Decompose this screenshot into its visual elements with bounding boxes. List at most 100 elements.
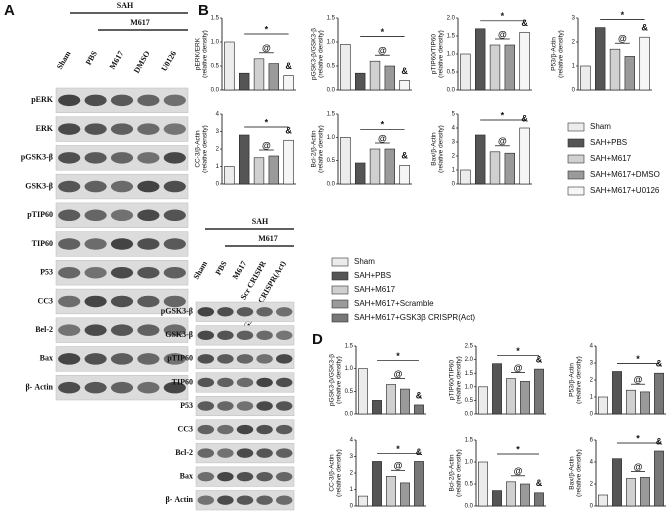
- y-tick-label: 0.5: [327, 158, 336, 164]
- bar: [520, 483, 530, 507]
- significance-mark: *: [381, 27, 385, 37]
- blot-band: [197, 471, 215, 482]
- blot-band: [163, 209, 186, 222]
- y-axis-label: Bcl-2/β-Actin: [449, 454, 456, 491]
- blot-band: [256, 471, 273, 482]
- bar: [384, 65, 395, 91]
- blot-band: [163, 266, 186, 279]
- blot-band: [217, 307, 234, 317]
- blot-band: [217, 495, 234, 505]
- blot-band: [236, 448, 254, 458]
- blot-band: [137, 123, 160, 135]
- bar: [340, 137, 351, 185]
- blot-band: [110, 152, 134, 164]
- y-tick-label: 0.5: [327, 64, 336, 70]
- blot-band: [137, 353, 160, 365]
- bar: [654, 372, 664, 415]
- significance-mark: @: [498, 29, 507, 39]
- panel-label: B: [198, 2, 209, 19]
- blot-band: [275, 448, 293, 458]
- significance-mark: *: [265, 24, 269, 34]
- row-label: TIP60: [32, 239, 53, 248]
- bar: [358, 368, 368, 415]
- blot-band: [217, 330, 234, 341]
- blot-band: [275, 307, 293, 317]
- bar: [399, 165, 410, 185]
- significance-mark: @: [394, 461, 403, 471]
- y-tick-label: 1: [452, 168, 456, 174]
- legend-label: SAH+M617+DMSO: [590, 170, 660, 179]
- bar: [506, 378, 516, 415]
- blot-band: [236, 377, 254, 388]
- y-axis-note: (relative density): [576, 449, 583, 497]
- y-axis-note: (relative density): [318, 30, 325, 78]
- blot-band: [163, 123, 186, 135]
- bar: [489, 151, 501, 185]
- row-label: pTIP60: [27, 210, 53, 219]
- bar: [239, 134, 250, 185]
- y-tick-label: 0: [590, 412, 594, 418]
- y-tick-label: 1: [350, 487, 354, 493]
- bar: [340, 44, 351, 91]
- blot-band: [84, 381, 107, 394]
- y-tick-label: 1.0: [465, 384, 474, 390]
- y-tick-label: 2: [350, 471, 354, 477]
- significance-mark: &: [536, 354, 543, 364]
- significance-mark: *: [636, 433, 640, 443]
- legend-label: Sham: [354, 257, 375, 266]
- significance-mark: @: [394, 369, 403, 379]
- blot-band: [110, 238, 134, 250]
- legend-swatch: [331, 285, 349, 295]
- bar: [506, 481, 516, 507]
- y-tick-label: 1.0: [345, 366, 354, 372]
- row-label: Bax: [40, 354, 53, 363]
- blot-band: [217, 401, 234, 411]
- bar: [239, 72, 250, 91]
- y-axis-note: (relative density): [318, 125, 325, 173]
- row-label: β- Actin: [25, 382, 53, 391]
- blot-band: [137, 94, 160, 107]
- significance-mark: &: [285, 126, 292, 136]
- y-tick-label: 4: [590, 460, 594, 466]
- blot-band: [163, 295, 186, 308]
- bar: [268, 155, 279, 185]
- blot-band: [197, 424, 215, 435]
- significance-mark: *: [396, 351, 400, 361]
- significance-mark: @: [378, 46, 387, 56]
- blot-band: [236, 401, 254, 411]
- blot-band: [163, 353, 186, 365]
- significance-mark: @: [514, 466, 523, 476]
- legend-label: SAH+PBS: [590, 138, 627, 147]
- y-tick-label: 1.5: [327, 112, 336, 118]
- y-tick-label: 0.5: [447, 70, 456, 76]
- y-axis-note: (relative density): [576, 356, 583, 404]
- blot-band: [110, 123, 134, 135]
- blot-band: [110, 94, 134, 107]
- significance-mark: @: [498, 136, 507, 146]
- y-tick-label: 0: [572, 88, 576, 94]
- blot-band: [137, 238, 160, 250]
- y-axis-note: (relative density): [456, 356, 463, 404]
- bar: [283, 75, 294, 91]
- legend-swatch: [567, 154, 585, 164]
- bar: [372, 400, 382, 415]
- bar: [355, 162, 366, 185]
- bar: [612, 371, 622, 415]
- row-label: TIP60: [172, 377, 193, 386]
- y-tick-label: 1.5: [327, 16, 336, 22]
- row-label: ERK: [36, 124, 54, 133]
- y-tick-label: 1.0: [327, 135, 336, 141]
- y-axis-note: (relative density): [202, 125, 209, 173]
- bar: [224, 41, 235, 91]
- row-label: pTIP60: [167, 354, 193, 363]
- lane-label: M617: [108, 49, 126, 70]
- blot-band: [256, 495, 273, 505]
- bar: [612, 458, 622, 507]
- significance-mark: @: [262, 140, 271, 150]
- y-axis-note: (relative density): [336, 449, 343, 497]
- bar: [626, 478, 636, 507]
- blot-band: [137, 381, 160, 394]
- subgroup-label: M617: [258, 234, 278, 243]
- y-axis-label: Bcl-2/β-Actin: [311, 130, 318, 167]
- blot-band: [58, 152, 81, 164]
